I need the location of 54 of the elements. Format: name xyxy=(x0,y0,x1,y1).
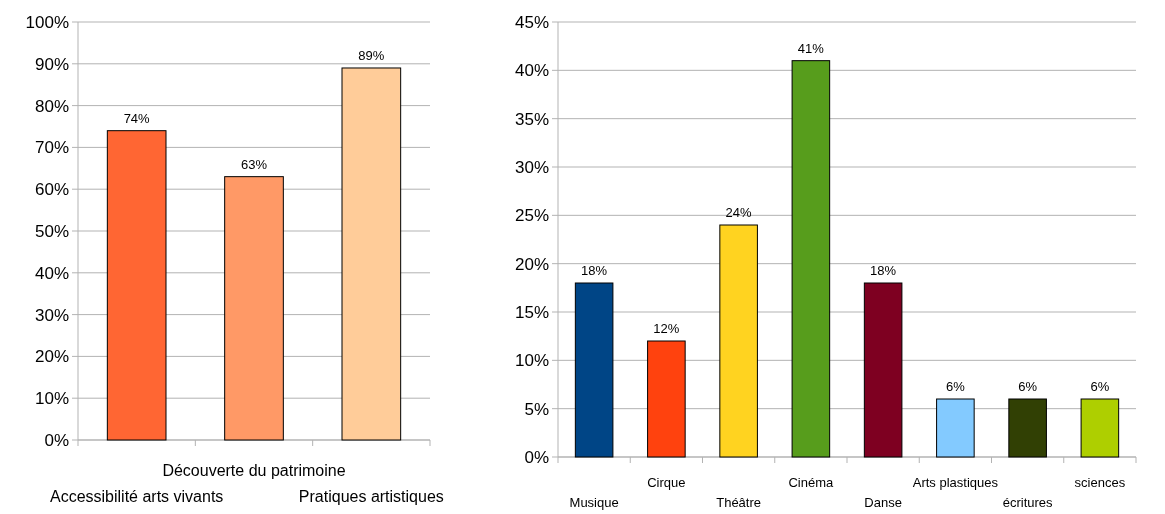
y-tick-label: 25% xyxy=(514,206,549,226)
y-tick-label: 90% xyxy=(34,54,69,74)
y-tick-label: 20% xyxy=(514,254,549,274)
x-tick-label: écritures xyxy=(1002,495,1054,510)
data-label: 24% xyxy=(725,205,753,220)
x-tick-label: Cirque xyxy=(647,475,686,490)
data-label: 63% xyxy=(240,156,268,172)
y-tick-label: 15% xyxy=(514,302,549,322)
y-tick-label: 45% xyxy=(514,12,549,32)
x-tick-label: Pratiques artistiques xyxy=(298,488,444,505)
y-tick-label: 10% xyxy=(514,351,549,371)
x-tick-label: Arts plastiques xyxy=(912,475,999,490)
y-tick-label: 70% xyxy=(34,138,69,158)
y-tick-label: 40% xyxy=(34,263,69,283)
x-tick-label: Théâtre xyxy=(716,495,762,510)
bar xyxy=(1008,398,1047,458)
data-label: 6% xyxy=(945,379,966,394)
bar xyxy=(574,282,614,458)
bar xyxy=(1080,398,1120,458)
data-label: 89% xyxy=(358,47,385,63)
bar xyxy=(341,67,402,441)
bar xyxy=(106,130,167,441)
bar xyxy=(863,282,903,458)
y-tick-label: 80% xyxy=(34,96,69,116)
bar xyxy=(647,340,686,458)
y-tick-label: 30% xyxy=(514,157,549,177)
bar xyxy=(936,398,975,458)
x-tick-label: Danse xyxy=(864,495,902,510)
y-tick-label: 30% xyxy=(34,305,69,325)
bar xyxy=(791,60,831,458)
data-label: 12% xyxy=(653,321,680,336)
data-label: 18% xyxy=(870,263,897,278)
data-label: 18% xyxy=(581,263,608,278)
bar xyxy=(224,176,284,441)
y-tick-label: 0% xyxy=(44,430,69,450)
y-tick-label: 40% xyxy=(514,61,549,81)
y-tick-label: 50% xyxy=(34,221,69,241)
y-tick-label: 35% xyxy=(514,109,549,129)
y-tick-label: 20% xyxy=(34,347,69,367)
data-label: 74% xyxy=(123,110,151,126)
data-label: 6% xyxy=(1018,379,1038,394)
x-tick-label: Musique xyxy=(569,495,619,510)
y-tick-label: 60% xyxy=(34,180,69,200)
y-tick-label: 10% xyxy=(34,389,69,409)
bar xyxy=(719,224,758,458)
x-tick-label: Découverte du patrimoine xyxy=(162,462,346,479)
data-label: 6% xyxy=(1090,379,1110,394)
y-tick-label: 0% xyxy=(524,447,549,467)
y-tick-label: 100% xyxy=(25,12,69,32)
y-tick-label: 5% xyxy=(524,399,549,419)
x-tick-label: Accessibilité arts vivants xyxy=(49,488,224,505)
x-tick-label: Cinéma xyxy=(788,475,835,490)
data-label: 41% xyxy=(797,40,825,56)
x-tick-label: sciences xyxy=(1074,475,1126,490)
